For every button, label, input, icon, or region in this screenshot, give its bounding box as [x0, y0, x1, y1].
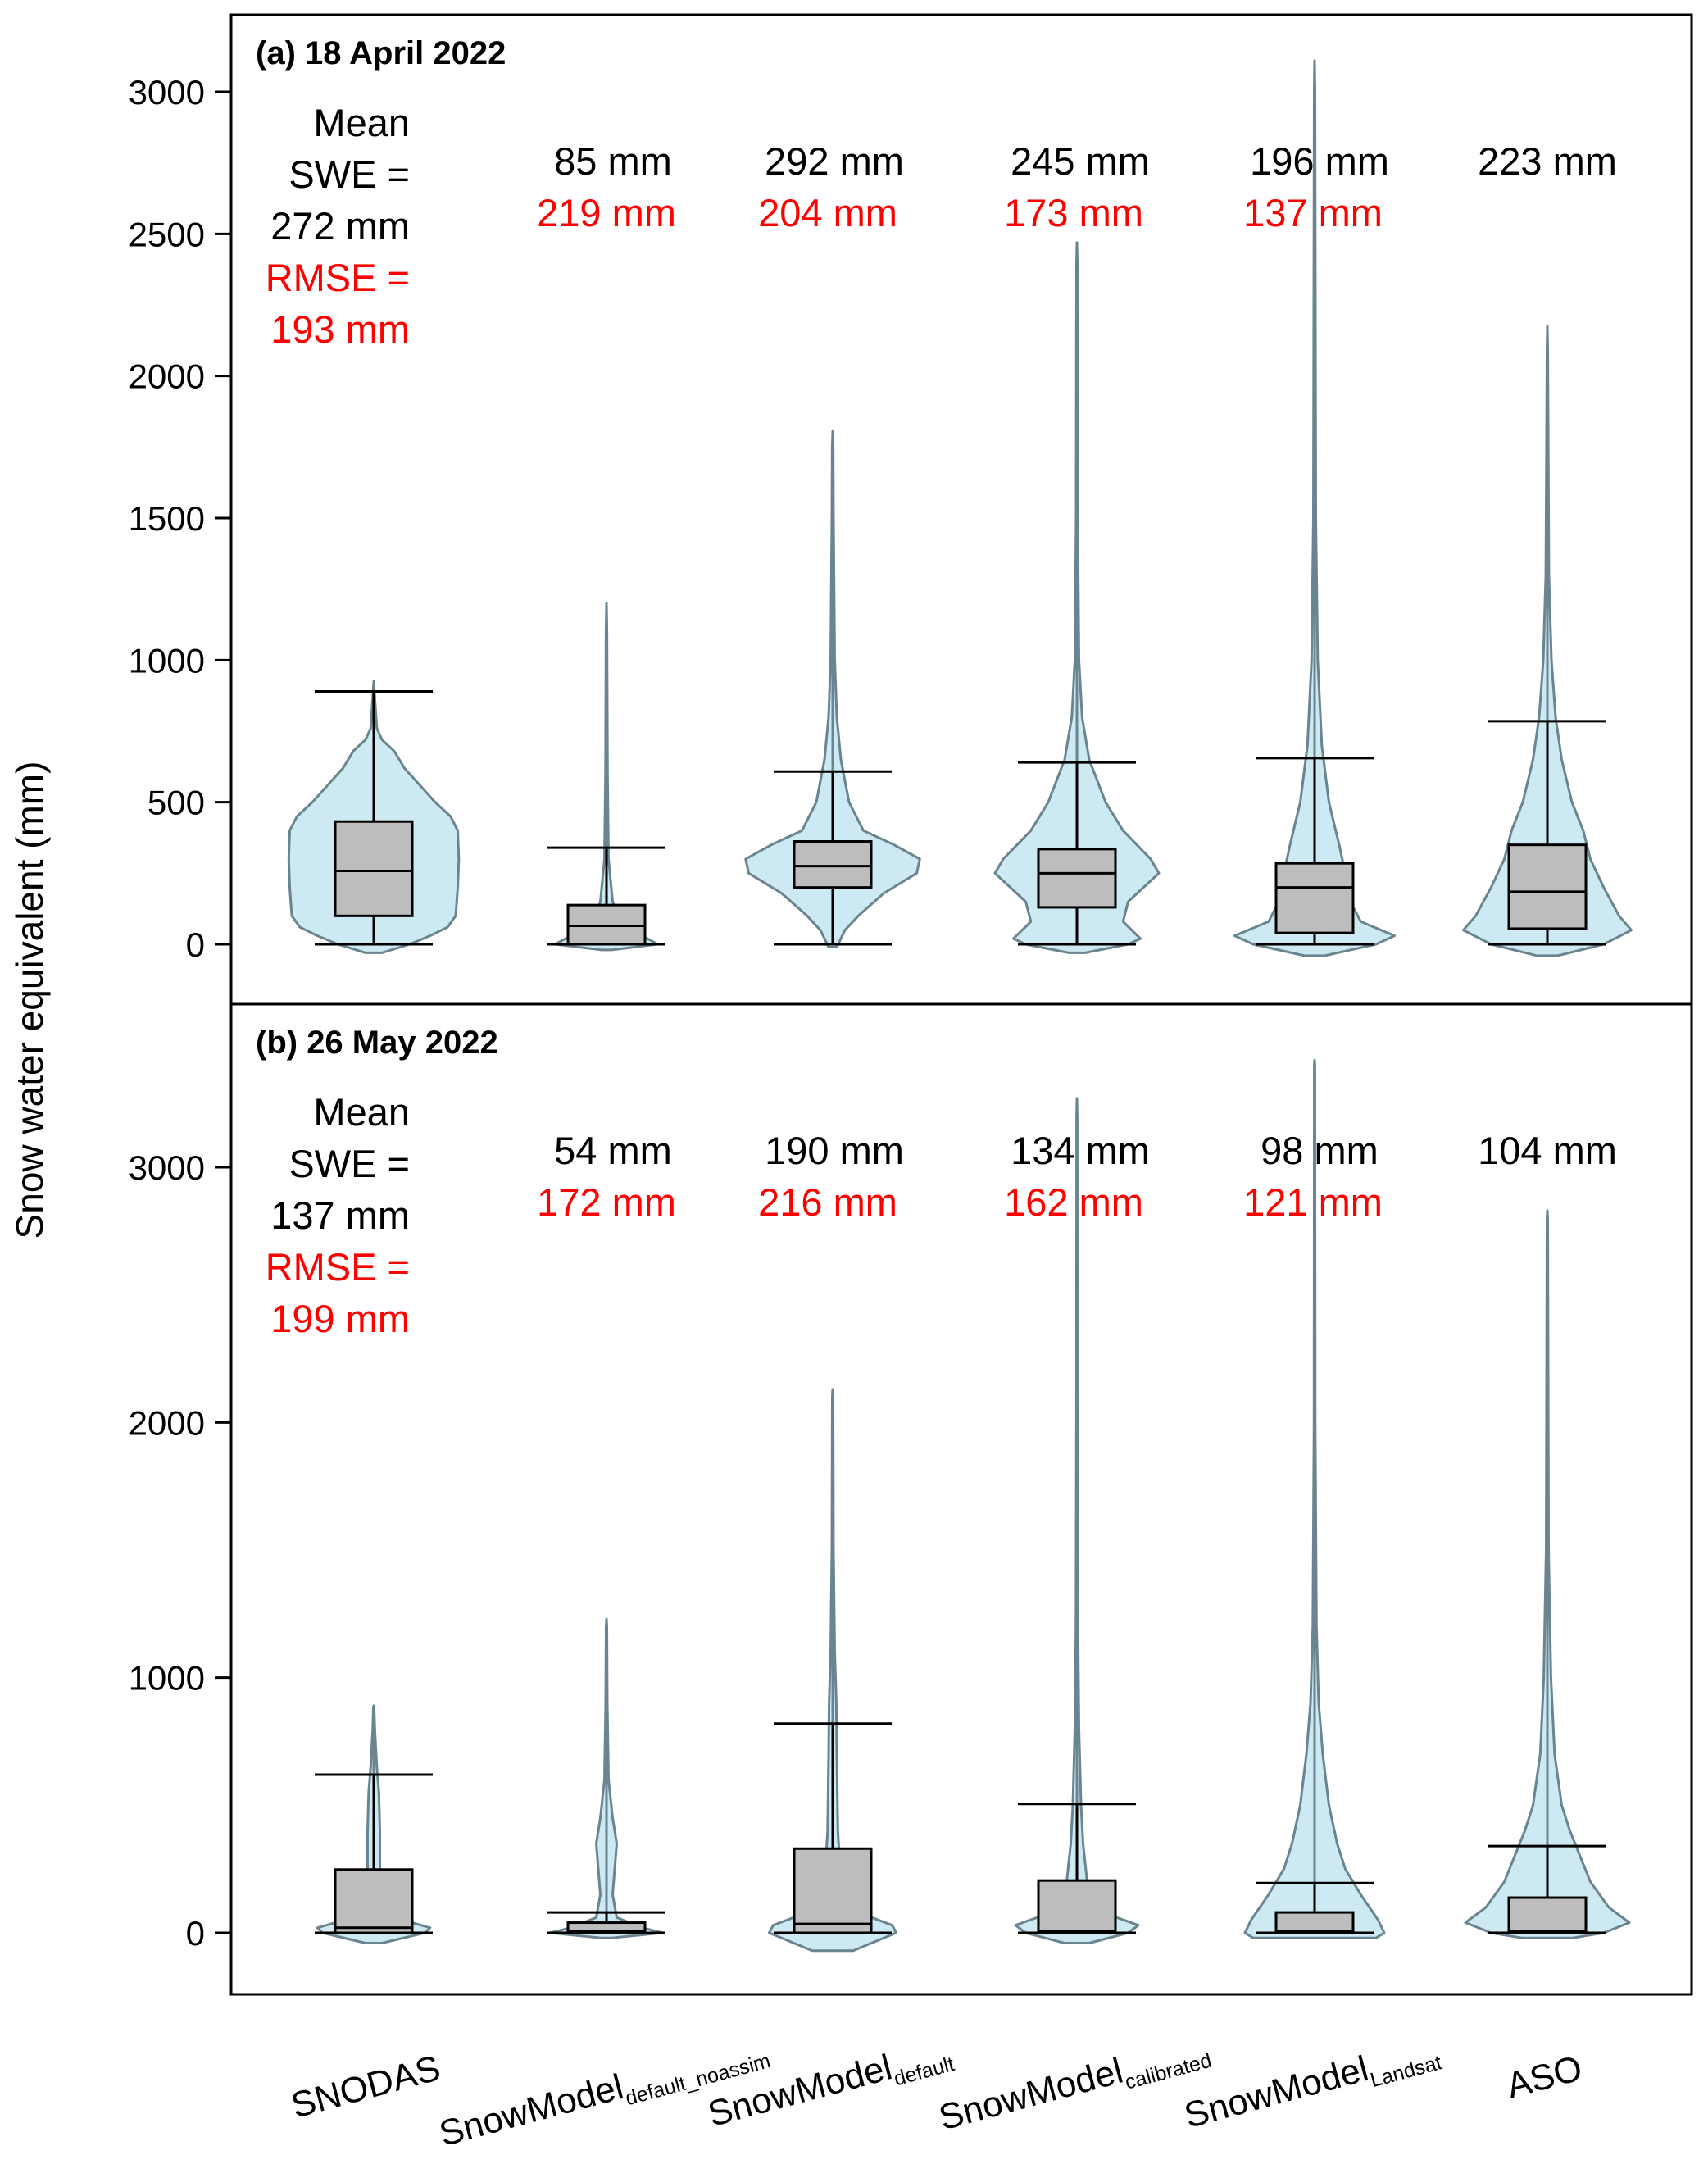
box-5 [1507, 1896, 1588, 1934]
box-4 [1274, 1911, 1355, 1934]
y-tick-label: 2000 [129, 357, 205, 396]
box-5 [1507, 843, 1588, 930]
panel-frame [229, 1002, 1693, 1996]
rmse-value: 162 mm [1004, 1180, 1143, 1224]
mean-swe-label: 137 mm [270, 1193, 410, 1237]
panel-title: (b) 26 May 2022 [256, 1025, 498, 1061]
mean-swe-label: 272 mm [270, 204, 410, 248]
y-tick-label: 500 [148, 784, 205, 822]
box-3 [1037, 848, 1117, 909]
panel-a: (a) 18 April 2022 0 500 1000 1500 2000 2500 300… [129, 13, 1693, 1006]
rmse-value: 172 mm [537, 1180, 676, 1224]
y-tick-label: 1000 [129, 641, 205, 680]
box-4 [1274, 862, 1355, 934]
panel-b: (b) 26 May 2022 0 1000 2000 3000 Mean SWE = 137… [129, 1002, 1693, 1996]
mean-swe-value: 245 mm [1011, 139, 1150, 183]
x-tick-label: SNODAS [287, 2048, 444, 2125]
box-0 [334, 1868, 414, 1934]
rmse-label: 199 mm [270, 1297, 410, 1340]
box-2 [793, 1847, 873, 1934]
mean-swe-value: 223 mm [1478, 139, 1617, 183]
y-tick-label: 0 [186, 925, 205, 964]
panel-title: (a) 18 April 2022 [256, 35, 506, 71]
y-tick-label: 2000 [129, 1403, 205, 1442]
y-tick-label: 0 [186, 1914, 205, 1953]
x-tick-label: SnowModelcalibrated [935, 2028, 1215, 2144]
box-2 [793, 840, 873, 889]
mean-swe-value: 292 mm [765, 139, 904, 183]
rmse-value: 219 mm [537, 191, 676, 234]
y-tick-label: 3000 [129, 73, 205, 111]
x-tick-label: ASO [1502, 2048, 1586, 2106]
y-tick-label: 2500 [129, 215, 205, 253]
y-tick-label: 3000 [129, 1148, 205, 1187]
mean-swe-value: 104 mm [1478, 1129, 1617, 1172]
mean-swe-label: SWE = [288, 1142, 410, 1185]
mean-swe-value: 134 mm [1011, 1129, 1150, 1172]
rmse-value: 204 mm [758, 191, 897, 234]
y-axis-label: Snow water equivalent (mm) [8, 761, 51, 1239]
rmse-value: 216 mm [758, 1180, 897, 1224]
mean-swe-label: Mean [313, 101, 410, 144]
x-tick-label: SnowModeldefault [704, 2031, 957, 2139]
y-tick-label: 1500 [129, 499, 205, 538]
rmse-label: 193 mm [270, 307, 410, 351]
x-tick-label: SnowModelLandsat [1180, 2030, 1444, 2141]
mean-swe-value: 190 mm [765, 1129, 904, 1172]
mean-swe-value: 54 mm [554, 1129, 672, 1172]
mean-swe-label: Mean [313, 1090, 410, 1134]
rmse-value: 121 mm [1243, 1180, 1383, 1224]
mean-swe-value: 85 mm [554, 139, 672, 183]
rmse-label: RMSE = [266, 256, 410, 299]
mean-swe-value: 98 mm [1261, 1129, 1379, 1172]
rmse-value: 137 mm [1243, 191, 1383, 234]
rmse-label: RMSE = [266, 1245, 410, 1289]
mean-swe-label: SWE = [288, 152, 410, 196]
box-3 [1037, 1879, 1117, 1934]
box-0 [334, 820, 414, 917]
rmse-value: 173 mm [1004, 191, 1143, 234]
mean-swe-value: 196 mm [1250, 139, 1389, 183]
y-tick-label: 1000 [129, 1659, 205, 1698]
